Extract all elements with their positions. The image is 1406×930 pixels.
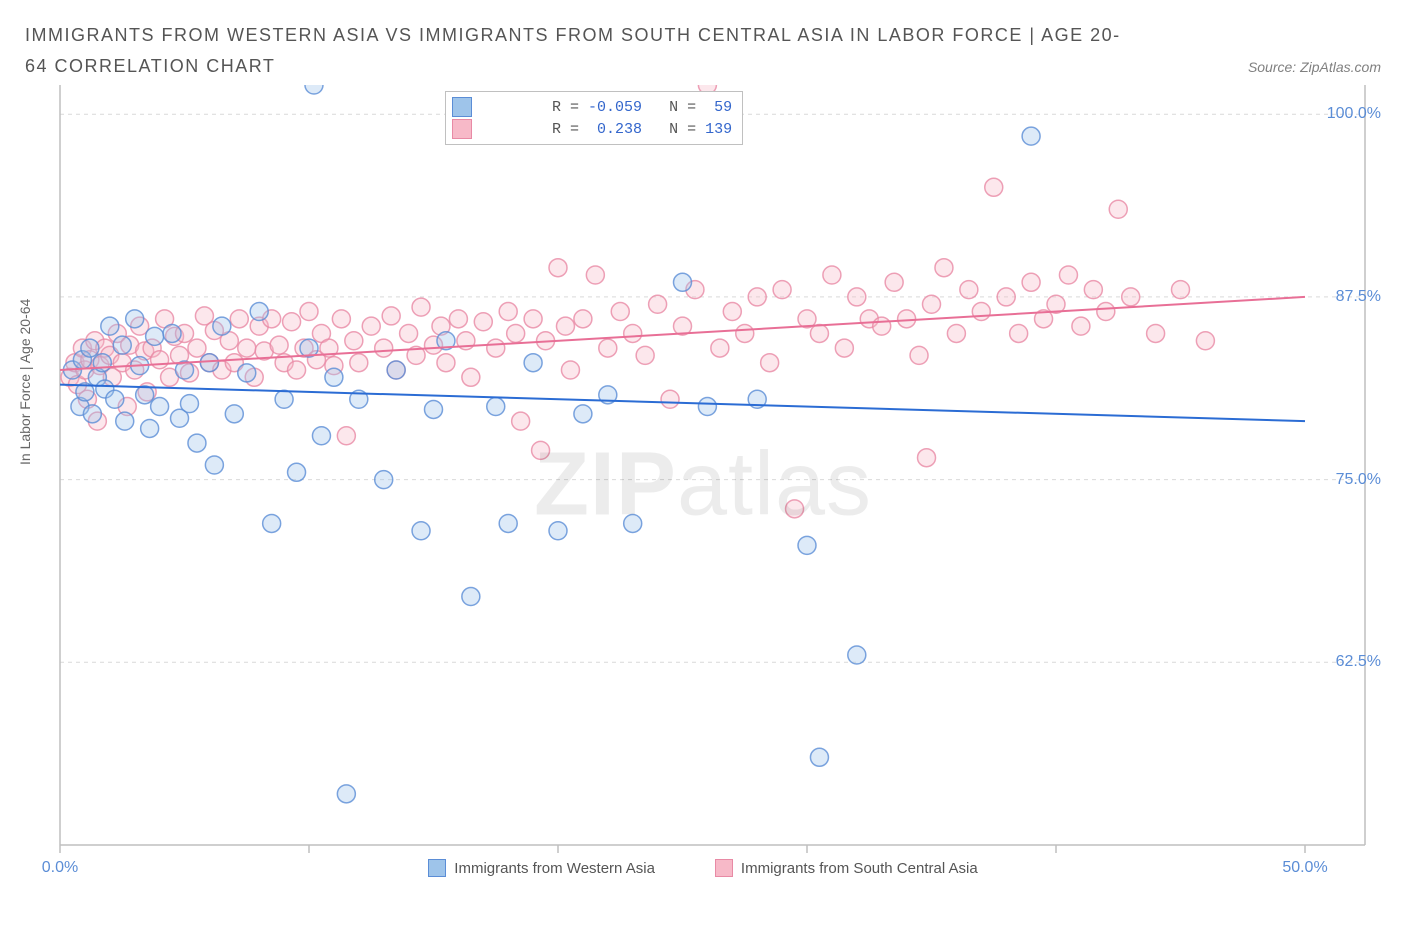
- legend-swatch-western: [452, 97, 472, 117]
- y-tick-label: 75.0%: [1336, 471, 1381, 489]
- legend-item-southcentral: Immigrants from South Central Asia: [715, 859, 978, 877]
- legend-label: Immigrants from South Central Asia: [741, 860, 978, 877]
- legend-swatch-icon: [428, 859, 446, 877]
- source-label: Source: ZipAtlas.com: [1248, 59, 1381, 81]
- legend-item-western: Immigrants from Western Asia: [428, 859, 655, 877]
- series-legend: Immigrants from Western Asia Immigrants …: [25, 859, 1381, 877]
- scatter-plot-svg: [25, 85, 1381, 885]
- legend-swatch-southcentral: [452, 119, 472, 139]
- stats-legend: R = -0.059 N = 59 R = 0.238 N = 139: [445, 91, 743, 145]
- stats-legend-row-southcentral: R = 0.238 N = 139: [452, 118, 732, 140]
- y-tick-label: 100.0%: [1327, 105, 1381, 123]
- legend-label: Immigrants from Western Asia: [454, 860, 655, 877]
- y-axis-label: In Labor Force | Age 20-64: [17, 299, 33, 465]
- correlation-chart: In Labor Force | Age 20-64 ZIPatlas R = …: [25, 85, 1381, 885]
- legend-swatch-icon: [715, 859, 733, 877]
- y-tick-label: 87.5%: [1336, 288, 1381, 306]
- y-tick-label: 62.5%: [1336, 653, 1381, 671]
- chart-title: IMMIGRANTS FROM WESTERN ASIA VS IMMIGRAN…: [25, 20, 1125, 81]
